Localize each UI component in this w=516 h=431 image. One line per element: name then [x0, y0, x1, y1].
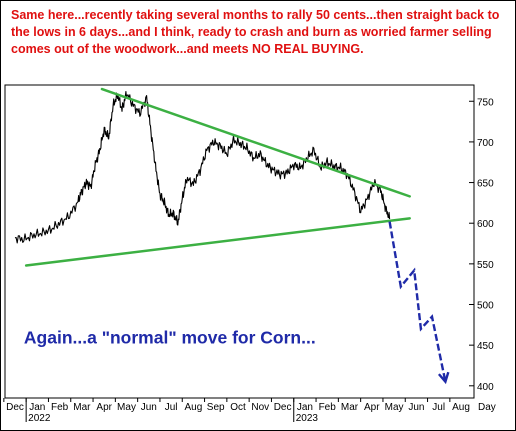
x-tick-label: Jan	[29, 402, 45, 413]
price-line	[14, 91, 391, 244]
y-tick-label: 400	[477, 382, 494, 393]
chart-annotation: Again...a "normal" move for Corn...	[24, 328, 316, 348]
x-tick-label: Apr	[364, 402, 380, 413]
x-tick-label: Feb	[51, 402, 69, 413]
projection-arrow	[388, 221, 447, 382]
x-tick-label: Aug	[185, 402, 203, 413]
chart-commentary: Same here...recently taking several mont…	[11, 8, 500, 56]
x-tick-label: Feb	[319, 402, 337, 413]
x-tick-label: Jul	[432, 402, 445, 413]
x-tick-label: Oct	[230, 402, 246, 413]
trendline	[100, 87, 411, 198]
y-tick-label: 600	[477, 219, 494, 230]
chart-marks	[14, 87, 450, 385]
chart-labels: Again...a "normal" move for Corn...	[24, 328, 316, 348]
x-tick-label: Dec	[6, 402, 24, 413]
x-tick-label: Jun	[141, 402, 157, 413]
x-tick-label: Jan	[297, 402, 313, 413]
y-tick-label: 650	[477, 179, 494, 190]
y-axis: 400 450 500 550 600 650 700 750	[469, 97, 494, 393]
x-tick-label: Mar	[341, 402, 359, 413]
x-axis: Dec Jan Feb Mar Apr May Jun Jul Aug Sep Oct Nov Dec J…	[3, 398, 496, 424]
year-label: 2022	[28, 413, 51, 424]
x-tick-label: Jun	[408, 402, 424, 413]
x-tick-label: May	[117, 402, 136, 413]
y-tick-label: 750	[477, 97, 494, 108]
x-tick-label: Sep	[207, 402, 225, 413]
y-tick-label: 450	[477, 341, 494, 352]
trendline	[24, 217, 411, 267]
x-tick-label: Dec	[274, 402, 292, 413]
x-tick-label: Mar	[73, 402, 91, 413]
year-label: 2023	[296, 413, 319, 424]
y-tick-label: 700	[477, 138, 494, 149]
y-tick-label: 550	[477, 260, 494, 271]
x-unit-label: Day	[478, 402, 496, 413]
plot-area	[4, 84, 475, 399]
y-tick-label: 500	[477, 301, 494, 312]
x-tick-label: May	[385, 402, 404, 413]
x-tick-label: Aug	[452, 402, 470, 413]
x-tick-label: Jul	[165, 402, 178, 413]
arrow-head	[437, 371, 450, 385]
x-tick-label: Apr	[96, 402, 112, 413]
x-tick-label: Nov	[251, 402, 269, 413]
